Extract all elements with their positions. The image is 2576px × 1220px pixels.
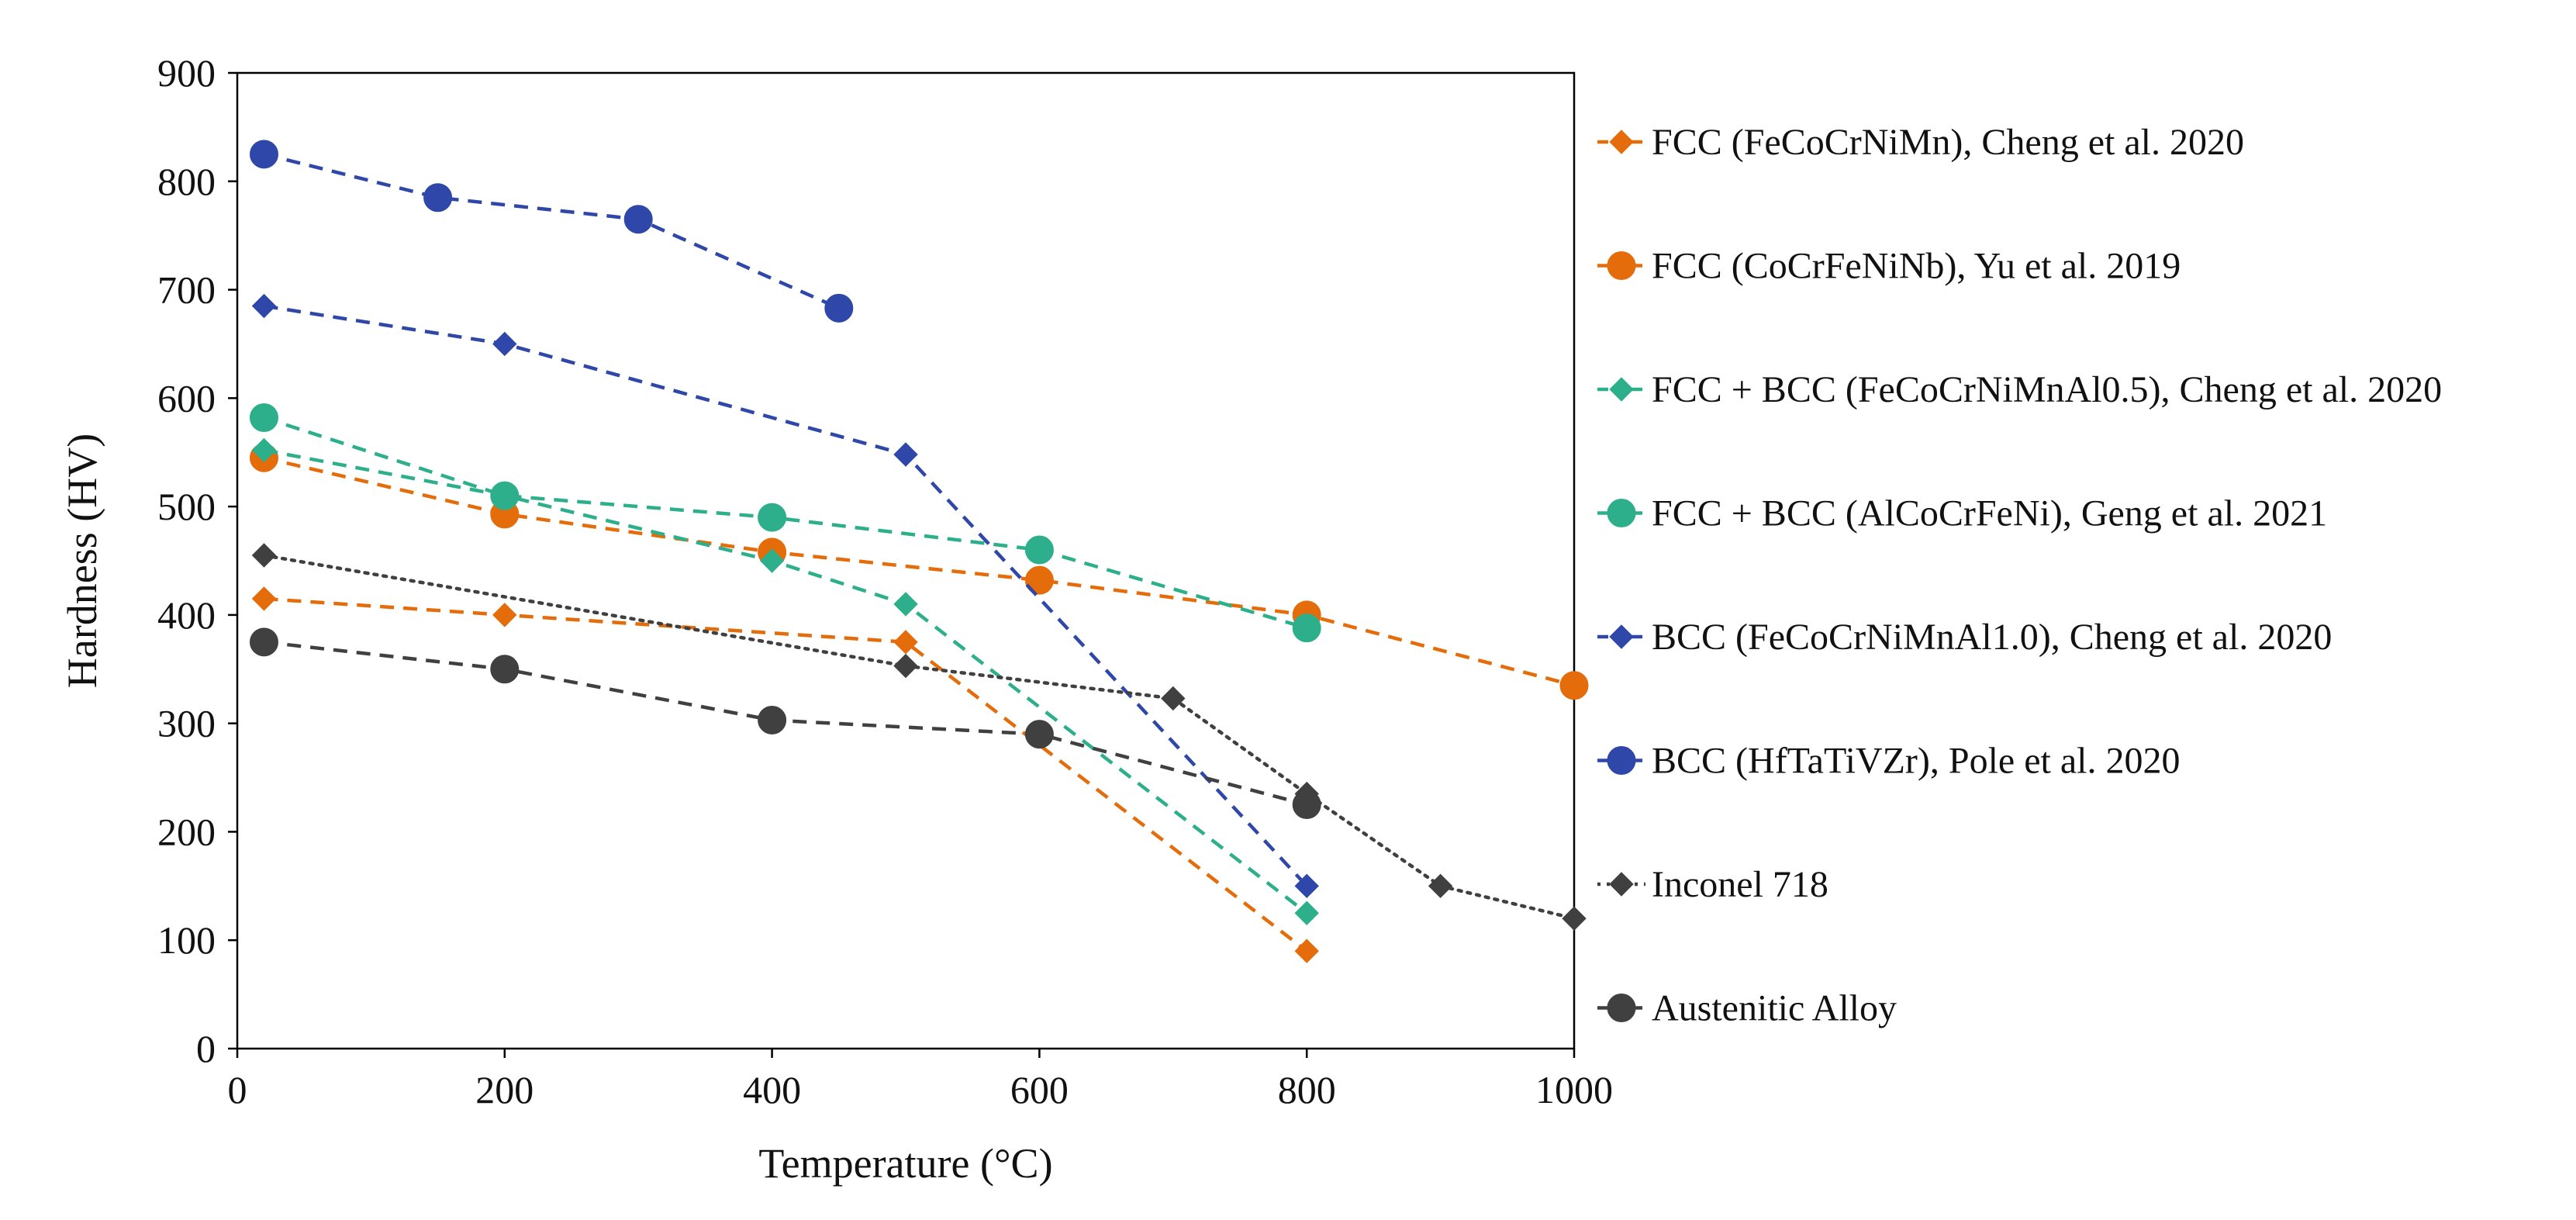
legend-marker: [1609, 624, 1634, 649]
data-point: [1292, 613, 1321, 643]
legend-marker: [1609, 872, 1634, 897]
data-point: [758, 705, 787, 734]
legend-marker: [1607, 499, 1636, 527]
legend-entry: FCC + BCC (AlCoCrFeNi), Geng et al. 2021: [1597, 493, 2327, 534]
series-6: [249, 140, 854, 323]
legend-label: FCC (CoCrFeNiNb), Yu et al. 2019: [1652, 246, 2181, 287]
legend-label: BCC (HfTaTiVZr), Pole et al. 2020: [1652, 741, 2181, 782]
data-point: [249, 140, 278, 169]
data-point: [893, 592, 918, 617]
series-3: [251, 437, 1319, 925]
data-point: [1161, 686, 1186, 711]
x-tick-label: 1000: [1535, 1068, 1613, 1111]
x-tick-label: 0: [228, 1068, 247, 1111]
y-tick-label: 700: [157, 268, 216, 312]
data-point: [893, 653, 918, 679]
y-tick-label: 900: [157, 51, 216, 95]
data-point: [490, 481, 520, 510]
series-line: [264, 304, 1308, 887]
legend-entry: FCC + BCC (FeCoCrNiMnAl0.5), Cheng et al…: [1597, 369, 2442, 410]
legend-marker: [1607, 994, 1636, 1022]
series-1: [251, 586, 1319, 963]
series-2: [249, 443, 1589, 700]
legend-entry: Austenitic Alloy: [1597, 988, 1897, 1029]
plot-frame: [236, 71, 1576, 1050]
x-tick-label: 200: [475, 1068, 534, 1111]
series-8: [249, 627, 1321, 819]
data-point: [893, 442, 918, 467]
legend-marker: [1609, 377, 1634, 402]
x-tick-label: 400: [743, 1068, 801, 1111]
y-tick-label: 300: [157, 702, 216, 745]
data-point: [492, 603, 517, 627]
y-tick-label: 200: [157, 810, 216, 853]
legend-entry: BCC (FeCoCrNiMnAl1.0), Cheng et al. 2020: [1597, 617, 2332, 658]
data-point: [1024, 720, 1054, 749]
data-point: [490, 655, 520, 684]
data-point: [1024, 535, 1054, 565]
legend-entry: BCC (HfTaTiVZr), Pole et al. 2020: [1597, 741, 2181, 782]
y-tick-label: 100: [157, 918, 216, 962]
data-point: [1292, 790, 1321, 819]
data-point: [1559, 671, 1589, 700]
data-point: [251, 543, 277, 568]
legend-marker: [1607, 746, 1636, 775]
series-layer: [249, 140, 1589, 963]
series-7: [251, 543, 1587, 931]
legend-entry: FCC (FeCoCrNiMn), Cheng et al. 2020: [1597, 122, 2244, 163]
y-tick-label: 600: [157, 376, 216, 420]
data-point: [758, 503, 787, 532]
y-axis-title: Hardness (HV): [59, 434, 105, 688]
data-point: [423, 183, 453, 213]
data-point: [1024, 565, 1054, 595]
legend-label: FCC (FeCoCrNiMn), Cheng et al. 2020: [1652, 122, 2244, 163]
series-line: [263, 416, 1307, 630]
y-tick-label: 800: [157, 160, 216, 203]
legend: FCC (FeCoCrNiMn), Cheng et al. 2020 FCC (…: [1597, 122, 2442, 1029]
x-tick-label: 800: [1278, 1068, 1336, 1111]
data-point: [251, 293, 277, 319]
data-point: [893, 630, 918, 655]
data-point: [824, 293, 854, 323]
y-tick-label: 0: [196, 1027, 216, 1070]
data-point: [759, 548, 785, 573]
legend-label: FCC + BCC (FeCoCrNiMnAl0.5), Cheng et al…: [1652, 369, 2442, 410]
legend-marker: [1607, 251, 1636, 280]
x-axis-title: Temperature (°C): [758, 1140, 1052, 1187]
data-point: [1428, 873, 1453, 899]
legend-entry: FCC (CoCrFeNiNb), Yu et al. 2019: [1597, 246, 2181, 287]
data-point: [249, 403, 278, 432]
y-tick-label: 500: [157, 485, 216, 528]
data-point: [1294, 938, 1319, 963]
x-tick-label: 600: [1010, 1068, 1069, 1111]
legend-label: BCC (FeCoCrNiMnAl1.0), Cheng et al. 2020: [1652, 617, 2332, 658]
legend-label: FCC + BCC (AlCoCrFeNi), Geng et al. 2021: [1652, 493, 2327, 534]
data-point: [492, 331, 517, 357]
data-point: [1294, 873, 1319, 899]
series-line: [262, 553, 1576, 921]
data-point: [1562, 906, 1587, 931]
series-5: [251, 293, 1319, 899]
series-4: [249, 403, 1321, 643]
data-point: [1294, 900, 1319, 925]
legend-marker: [1609, 130, 1634, 154]
legend-entry: Inconel 718: [1597, 864, 1828, 905]
legend-label: Austenitic Alloy: [1652, 988, 1897, 1029]
y-tick-label: 400: [157, 593, 216, 637]
series-line: [263, 152, 840, 310]
data-point: [623, 205, 653, 234]
legend-label: Inconel 718: [1652, 864, 1828, 905]
data-point: [251, 437, 277, 463]
series-line: [264, 596, 1308, 952]
data-point: [251, 586, 277, 611]
data-point: [249, 627, 278, 657]
series-line: [263, 456, 1575, 687]
axes: 0 200 400 600 800 1000 0 100 200 300 400 500 600 700 8…: [157, 51, 1613, 1111]
